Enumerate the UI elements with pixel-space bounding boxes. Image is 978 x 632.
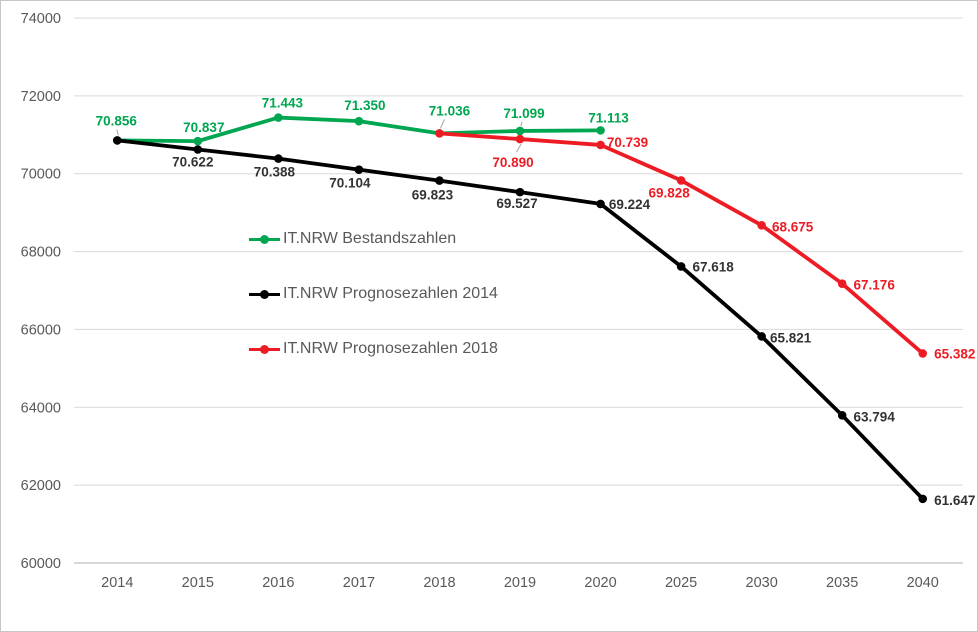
svg-text:2016: 2016: [262, 575, 294, 591]
svg-text:63.794: 63.794: [854, 409, 896, 424]
svg-text:2014: 2014: [101, 575, 133, 591]
legend-marker-red-icon: [249, 344, 280, 355]
svg-text:72000: 72000: [21, 89, 61, 105]
legend-marker-black-icon: [249, 289, 280, 300]
svg-text:70.388: 70.388: [254, 165, 296, 180]
svg-text:69.527: 69.527: [496, 196, 537, 211]
legend-label-prognose-2018: IT.NRW Prognosezahlen 2018: [283, 340, 498, 357]
svg-text:70.104: 70.104: [329, 176, 371, 191]
svg-text:2025: 2025: [665, 575, 697, 591]
svg-text:2018: 2018: [423, 575, 455, 591]
svg-text:67.618: 67.618: [692, 259, 734, 274]
svg-text:71.350: 71.350: [344, 98, 385, 113]
svg-text:69.828: 69.828: [648, 185, 690, 200]
svg-text:2030: 2030: [746, 575, 778, 591]
svg-text:65.821: 65.821: [770, 330, 812, 345]
legend-label-prognose-2014: IT.NRW Prognosezahlen 2014: [283, 285, 498, 302]
svg-text:70.739: 70.739: [607, 135, 648, 150]
legend-item-bestandszahlen: IT.NRW Bestandszahlen: [249, 229, 456, 249]
svg-text:65.382: 65.382: [934, 346, 975, 361]
svg-text:2017: 2017: [343, 575, 375, 591]
legend-item-prognose-2014: IT.NRW Prognosezahlen 2014: [249, 284, 498, 304]
svg-text:70.890: 70.890: [492, 155, 533, 170]
svg-text:70.622: 70.622: [172, 155, 213, 170]
svg-text:74000: 74000: [21, 11, 61, 27]
legend-label-bestandszahlen: IT.NRW Bestandszahlen: [283, 230, 457, 247]
svg-text:71.113: 71.113: [588, 110, 629, 125]
svg-text:71.443: 71.443: [262, 96, 304, 111]
legend-item-prognose-2018: IT.NRW Prognosezahlen 2018: [249, 339, 498, 359]
svg-text:69.224: 69.224: [609, 197, 651, 212]
svg-text:2035: 2035: [826, 575, 858, 591]
svg-text:2015: 2015: [182, 575, 214, 591]
svg-text:71.036: 71.036: [429, 103, 471, 118]
svg-text:2040: 2040: [907, 575, 939, 591]
svg-text:70000: 70000: [21, 167, 61, 183]
legend-marker-green-icon: [249, 234, 280, 245]
svg-text:2019: 2019: [504, 575, 536, 591]
svg-text:70.856: 70.856: [96, 113, 138, 128]
svg-text:68000: 68000: [21, 245, 61, 261]
svg-text:60000: 60000: [21, 556, 61, 572]
svg-text:67.176: 67.176: [854, 278, 896, 293]
svg-text:71.099: 71.099: [503, 106, 544, 121]
svg-text:62000: 62000: [21, 478, 61, 494]
svg-text:61.647: 61.647: [934, 493, 975, 508]
svg-text:70.837: 70.837: [183, 120, 224, 135]
svg-text:68.675: 68.675: [772, 219, 814, 234]
svg-text:69.823: 69.823: [412, 188, 454, 203]
svg-text:66000: 66000: [21, 322, 61, 338]
svg-text:2020: 2020: [584, 575, 616, 591]
svg-text:64000: 64000: [21, 400, 61, 416]
